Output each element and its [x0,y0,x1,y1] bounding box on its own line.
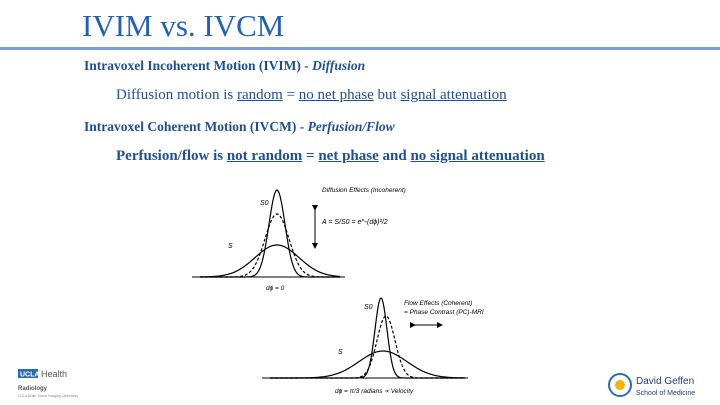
s: S [228,243,233,250]
emph: Perfusion/Flow [307,119,395,134]
segment: not random [226,148,303,164]
fig1-title: Diffusion Effects (Incoherent) [322,187,406,194]
health: Health [41,369,67,379]
text: Intravoxel Coherent Motion (IVCM) - [84,119,308,134]
radiology: Radiology [18,386,48,392]
geffen: David Geffen [636,376,694,387]
line3: Intravoxel Coherent Motion (IVCM) - Perf… [84,119,395,135]
emph: Diffusion [312,58,366,73]
curve [270,350,465,379]
segment: no signal attenuation [410,148,545,164]
curve [200,189,340,278]
s0: S0 [260,200,269,207]
line1: Intravoxel Incoherent Motion (IVIM) - Di… [84,58,365,74]
segment: Perfusion/flow is [116,148,227,164]
segment: = [282,87,299,103]
dphi: dϕ = π/3 radians ∝ Velocity [335,388,414,395]
s0: S0 [364,304,373,311]
lab: UCLA Brain Tumor Imaging Laboratory [18,394,79,398]
text: Intravoxel Incoherent Motion (IVIM) - [84,58,313,73]
segment: net phase [318,148,379,164]
line2: Diffusion motion is random = no net phas… [116,87,507,104]
formula: A = S/S0 = e^-(dϕ)²/2 [321,219,388,226]
line4: Perfusion/flow is not random = net phase… [116,148,545,165]
fig2-subtitle: = Phase Contrast (PC)-MRI [404,309,484,316]
segment: Diffusion motion is [116,87,237,103]
fig2-title: Flow Effects (Coherent) [404,300,472,307]
segment: and [378,148,411,164]
dphi: dϕ = 0 [266,285,285,292]
school: School of Medicine [636,390,695,397]
segment: but [373,87,401,103]
title: IVIM vs. IVCM [82,8,285,43]
segment: no net phase [298,87,374,103]
curve [200,244,341,278]
rule [0,47,720,50]
segment: random [236,87,283,103]
s: S [338,349,343,356]
ucla: UCLA [20,372,39,379]
segment: = [302,148,319,164]
geffen-logo-sun [615,380,625,390]
segment: signal attenuation [400,87,507,103]
curve [200,213,340,278]
ucla-box [18,369,38,378]
